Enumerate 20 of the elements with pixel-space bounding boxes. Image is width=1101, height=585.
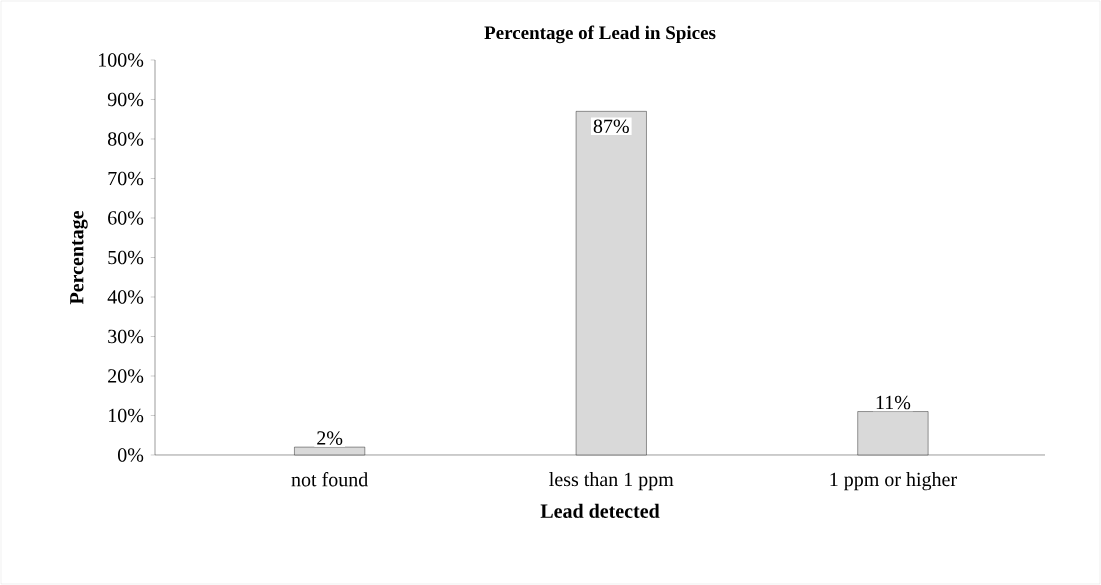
y-tick-label: 40% [107,290,144,304]
y-tick-label: 90% [107,92,144,107]
x-tick-label: 1 ppm or higher [830,472,957,491]
y-tick-label: 20% [108,369,144,383]
y-tick-label: 100% [99,53,144,67]
data-label: 11% [876,395,911,410]
y-tick-label: 60% [108,211,144,225]
y-tick-label: 70% [108,171,144,186]
y-tick-label: 50% [108,250,144,265]
x-tick-label: not found [291,472,368,487]
x-axis-title: Lead detected [540,503,660,518]
y-tick-label: 80% [108,132,144,146]
y-tick-label: 0% [118,448,144,462]
y-axis-title: Percentage [70,210,88,305]
data-label: 2% [317,431,343,445]
x-tick-label: less than 1 ppm [549,472,674,491]
y-tick-label: 10% [109,408,144,423]
y-tick-label: 30% [108,329,144,344]
chart-title: Percentage of Lead in Spices [484,25,716,44]
data-label: 87% [593,119,629,134]
